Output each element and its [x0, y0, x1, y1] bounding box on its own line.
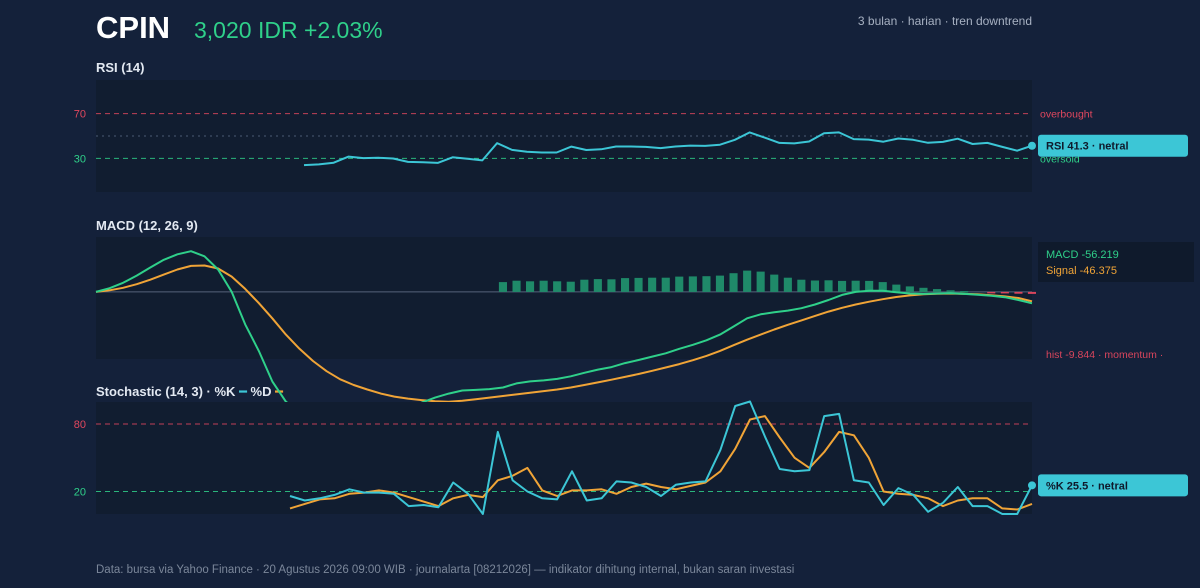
macd-histogram-bar	[566, 281, 575, 292]
macd-line	[95, 250, 1033, 417]
rsi-panel-title: RSI (14)	[96, 60, 145, 75]
macd-histogram-bar	[715, 275, 724, 292]
macd-histogram-bar	[702, 276, 711, 292]
macd-histogram-bar	[892, 284, 901, 292]
macd-histogram-bar	[987, 291, 996, 294]
rsi-callout-text: RSI 41.3 · netral	[1046, 141, 1129, 153]
macd-histogram-bar	[580, 279, 589, 292]
macd-histogram-bar	[526, 281, 535, 292]
macd-histogram-bar	[688, 276, 697, 292]
rsi-tick-label: 70	[74, 109, 86, 121]
chart-meta: 3 bulan · harian · tren downtrend	[857, 14, 1032, 28]
d-line	[289, 415, 1033, 511]
macd-histogram-bar	[539, 280, 548, 292]
macd-histogram-bar	[729, 273, 738, 292]
stochastic-tick-label: 80	[74, 419, 86, 431]
macd-histogram-bar	[1027, 291, 1036, 294]
macd-histogram-bar	[512, 280, 521, 292]
rsi-level-label: overbought	[1040, 109, 1093, 121]
macd-histogram-bar	[946, 290, 955, 292]
macd-histogram-bar	[919, 287, 928, 292]
macd-histogram-bar	[756, 271, 765, 292]
macd-histogram-bar	[675, 276, 684, 292]
rsi-tick-label: 30	[74, 153, 86, 165]
stochastic-callout-box	[1038, 474, 1188, 497]
macd-histogram-bar	[824, 280, 833, 292]
macd-histogram-bar	[783, 277, 792, 292]
macd-histogram-bar	[960, 291, 969, 293]
macd-histogram-bar	[1000, 291, 1009, 294]
stochastic-callout-text: %K 25.5 · netral	[1046, 480, 1128, 492]
macd-histogram-bar	[648, 277, 657, 292]
price-change: 3,020 IDR +2.03%	[194, 17, 383, 43]
ticker-symbol: CPIN	[96, 10, 171, 45]
stochastic-title-text: Stochastic (14, 3) · %K	[96, 384, 236, 399]
stochastic-callout-dot	[1028, 481, 1036, 490]
macd-histogram-bar	[797, 279, 806, 292]
rsi-callout-dot	[1028, 141, 1036, 150]
macd-histogram-bar	[634, 277, 643, 292]
rsi-line	[303, 131, 1033, 167]
stochastic-tick-label: 20	[74, 487, 86, 499]
macd-histogram-bar	[933, 289, 942, 292]
macd-histogram-bar	[621, 278, 630, 292]
d-legend-label: %D	[250, 384, 272, 399]
stochastic-plot-area	[96, 402, 1032, 514]
macd-histogram-bar	[838, 280, 847, 292]
rsi-callout-box	[1038, 134, 1188, 157]
signal-legend-value: Signal -46.375	[1046, 265, 1117, 277]
macd-histogram-bar	[851, 280, 860, 292]
macd-histogram-bar	[770, 274, 779, 292]
macd-histogram-bar	[878, 282, 887, 292]
k-legend-swatch: ━	[239, 384, 247, 399]
hist-legend-value: hist -9.844 · momentum ·	[1046, 349, 1163, 361]
macd-histogram-bar	[498, 282, 507, 292]
macd-histogram-bar	[607, 279, 616, 292]
macd-legend-value: MACD -56.219	[1046, 249, 1119, 261]
footer-source: Data: bursa via Yahoo Finance · 20 Agust…	[96, 564, 795, 576]
macd-histogram-bar	[810, 280, 819, 292]
macd-histogram-bar	[593, 279, 602, 292]
macd-histogram-bar	[905, 286, 914, 292]
header: CPIN 3,020 IDR +2.03% 3 bulan · harian ·…	[96, 8, 1036, 48]
macd-panel-title: MACD (12, 26, 9)	[96, 218, 198, 233]
macd-histogram-bar	[553, 281, 562, 292]
macd-histogram-bar	[1014, 291, 1023, 294]
macd-histogram-bar	[743, 270, 752, 292]
k-line	[289, 400, 1033, 515]
macd-histogram-bar	[661, 277, 670, 292]
macd-legend-box	[1038, 242, 1194, 282]
signal-line	[95, 264, 1033, 403]
macd-histogram-bar	[865, 280, 874, 292]
